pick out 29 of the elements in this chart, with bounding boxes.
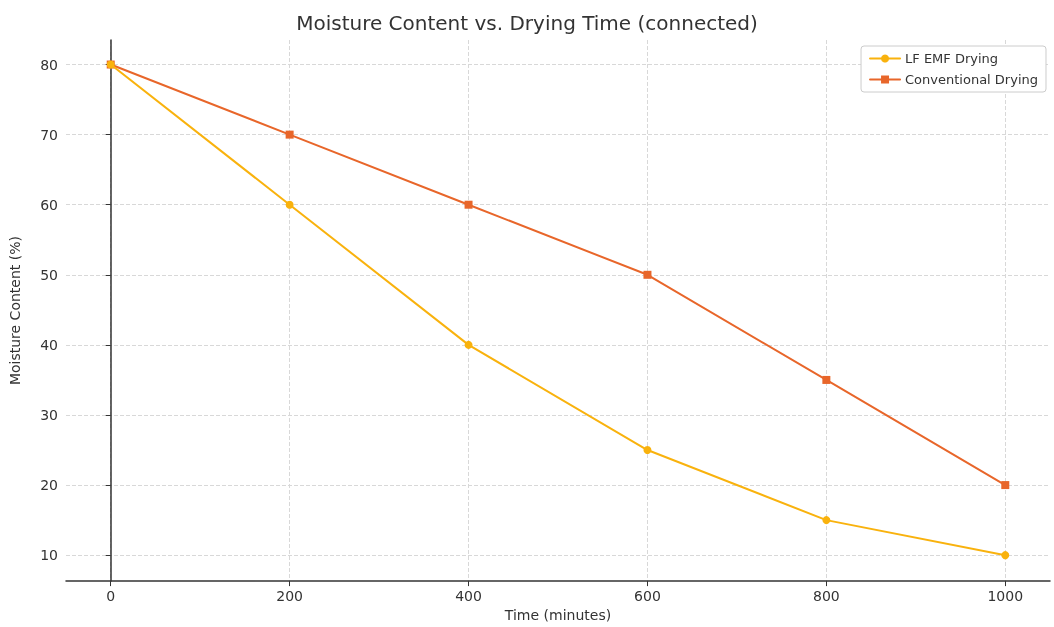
x-tick-label: 400: [455, 588, 482, 605]
x-tick-label: 800: [813, 588, 840, 605]
y-tick-label: 30: [40, 406, 58, 423]
legend-label: Conventional Drying: [905, 72, 1038, 87]
y-tick-label: 40: [40, 336, 58, 353]
point: [285, 130, 294, 139]
point: [822, 375, 831, 384]
y-tick-label: 60: [40, 196, 58, 213]
y-tick-label: 10: [40, 547, 58, 564]
y-tick-label: 20: [40, 477, 58, 494]
chart-title: Moisture Content vs. Drying Time (connected): [296, 11, 758, 35]
point: [1001, 551, 1010, 560]
y-tick-label: 70: [40, 126, 58, 143]
point: [464, 200, 473, 209]
x-tick-label: 600: [634, 588, 661, 605]
x-axis-title: Time (minutes): [503, 607, 612, 623]
x-tick-label: 200: [276, 588, 303, 605]
point: [285, 200, 294, 209]
point: [1001, 481, 1010, 490]
point: [643, 270, 652, 279]
point: [464, 340, 473, 349]
legend-label: LF EMF Drying: [905, 51, 999, 66]
y-tick-label: 80: [40, 56, 58, 73]
point: [643, 446, 652, 455]
y-tick-label: 50: [40, 266, 58, 283]
x-tick-label: 0: [106, 588, 116, 605]
x-tick-label: 1000: [987, 588, 1024, 605]
point: [822, 516, 831, 525]
y-axis-title: Moisture Content (%): [7, 236, 23, 386]
